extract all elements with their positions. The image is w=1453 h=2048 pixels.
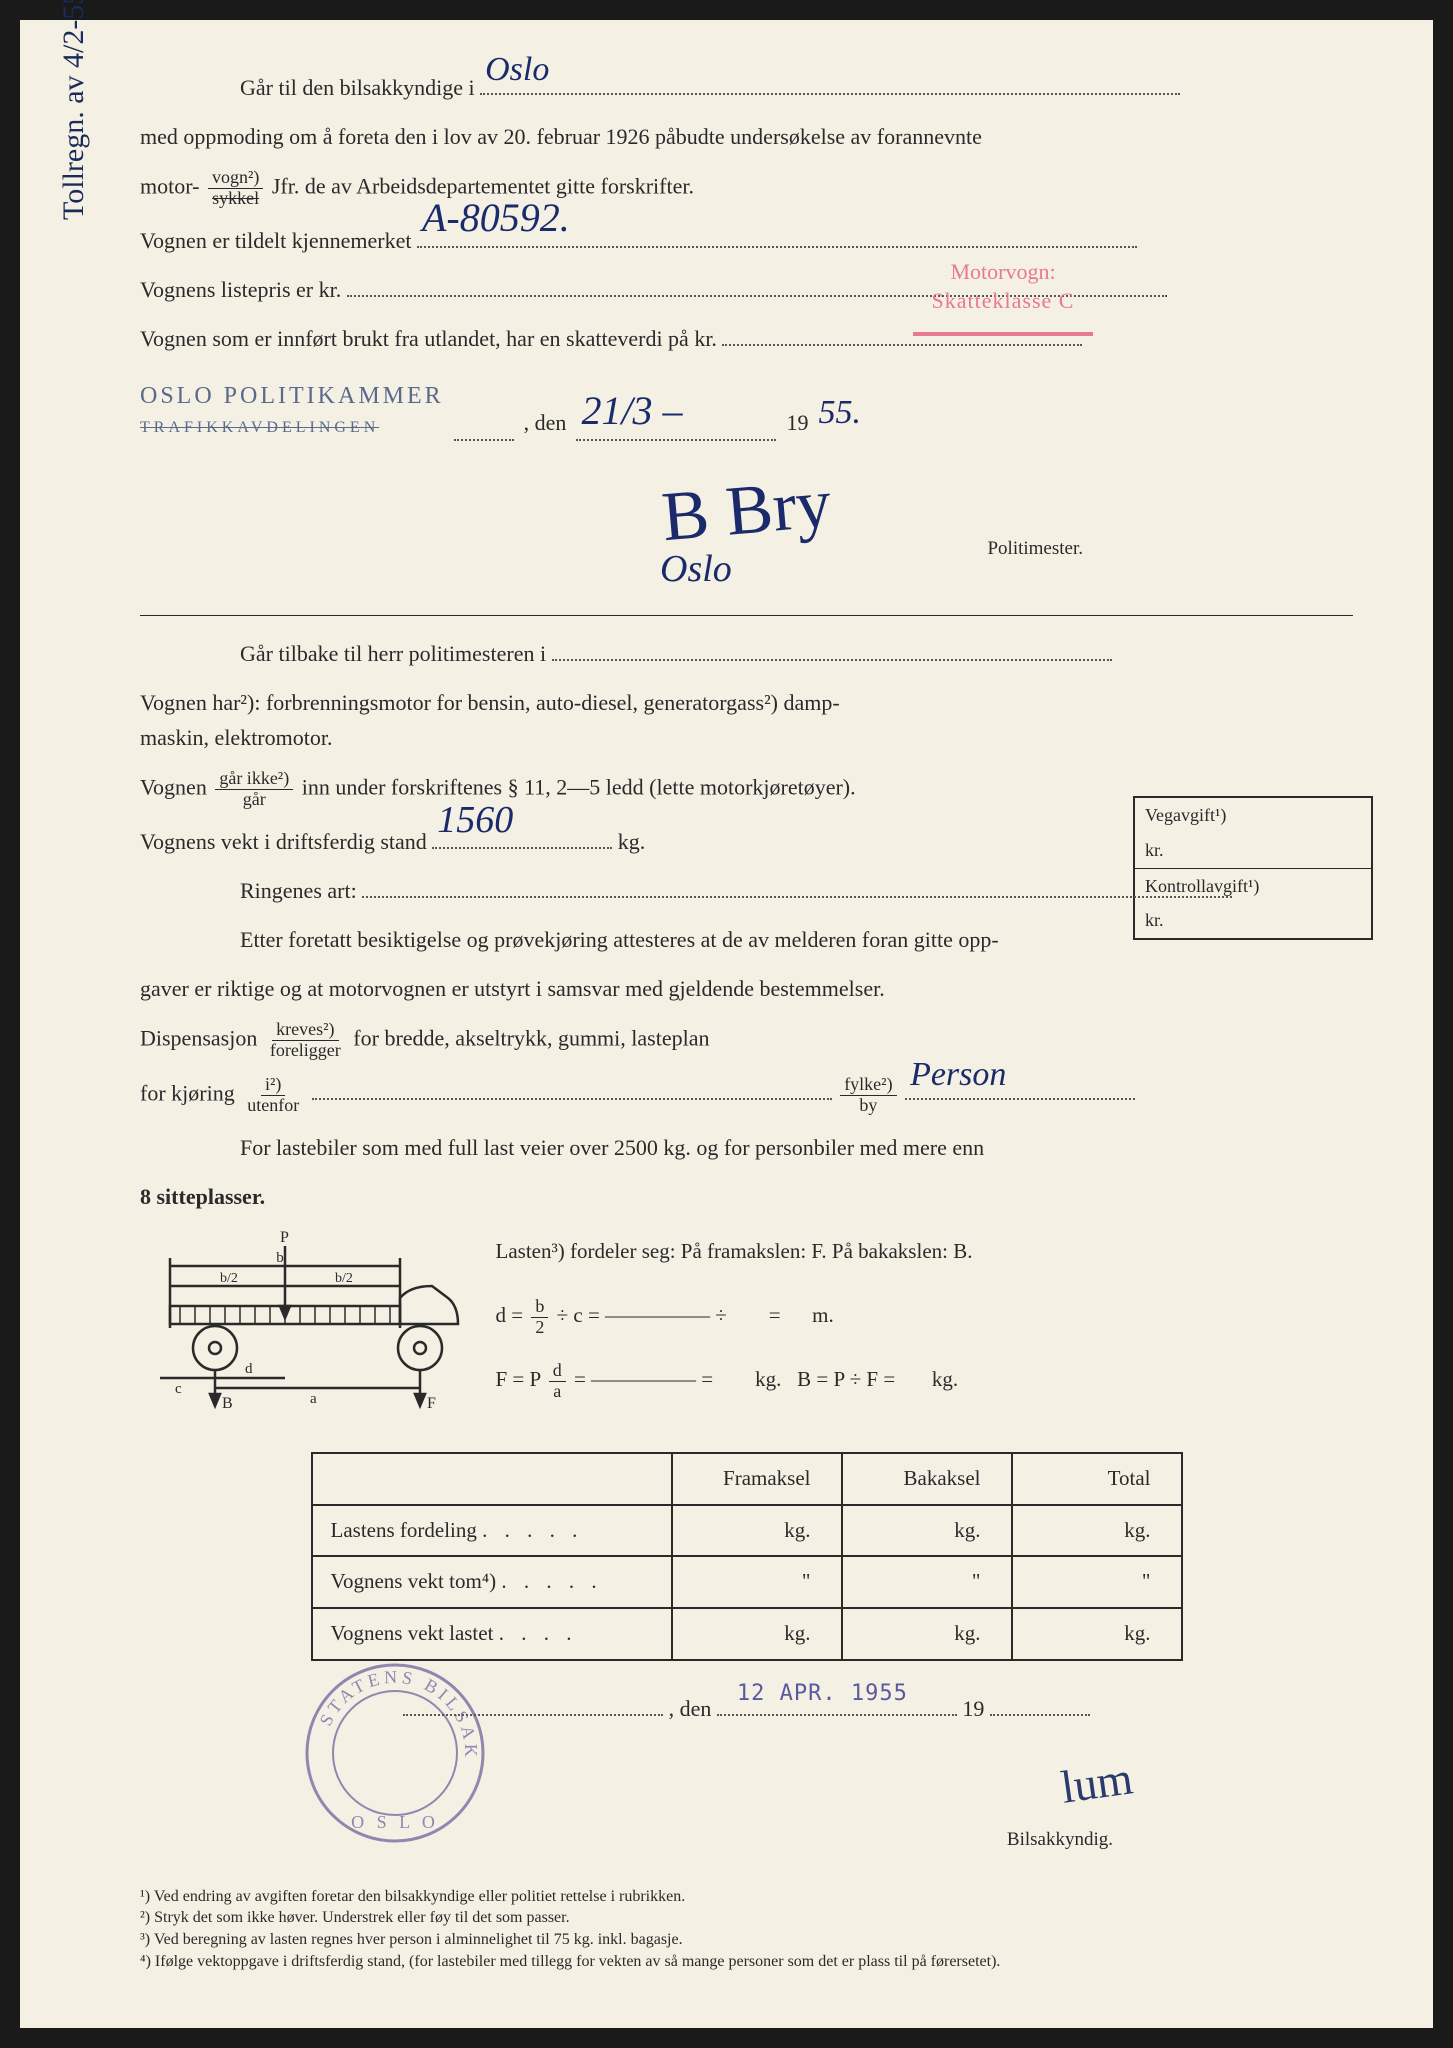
fraction-gar: går ikke²) går — [215, 769, 293, 810]
th-bak: Bakaksel — [842, 1453, 1012, 1505]
formula-column: Lasten³) fordeler seg: På framakslen: F.… — [496, 1228, 1276, 1403]
signature-block-1: B Bry Politimester. Oslo — [140, 455, 1353, 595]
svg-text:F: F — [427, 1395, 436, 1412]
line-listepris: Vognens listepris er kr. — [140, 272, 1353, 307]
line-lorry2: 8 sitteplasser. — [140, 1179, 1353, 1214]
text: Vognens listepris er kr. — [140, 277, 341, 302]
line-kjennemerke: Vognen er tildelt kjennemerket A-80592. — [140, 223, 1353, 258]
weight-table: Framaksel Bakaksel Total Lastens fordeli… — [311, 1452, 1183, 1660]
fraction-vogn-sykkel: vogn²) sykkel — [208, 168, 263, 209]
stamp-line2: Skatteklasse C — [913, 287, 1093, 316]
truck-diagram: P b b/2 b/2 — [140, 1228, 470, 1428]
fraction-i-utenfor: i²) utenfor — [243, 1075, 303, 1116]
table-row: Lastens fordeling . . . . . kg. kg. kg. — [312, 1505, 1182, 1557]
margin-handwriting: Tollregn. av 4/2-55 forevist. — [50, 0, 98, 220]
text: , den — [524, 405, 567, 440]
footnote-4: ⁴) Ifølge vektoppgave i driftsferdig sta… — [140, 1951, 1353, 1973]
role-label: Politimester. — [987, 534, 1083, 564]
fee-box: Vegavgift¹) kr. Kontrollavgift¹) kr. — [1133, 796, 1373, 940]
svg-text:O S L O: O S L O — [351, 1812, 439, 1832]
line-motor-type: Vognen har²): forbrenningsmotor for bens… — [140, 685, 1040, 755]
svg-text:b: b — [276, 1250, 284, 1266]
line-request: med oppmoding om å foreta den i lov av 2… — [140, 119, 1353, 154]
politi-stamp: OSLO POLITIKAMMER TRAFIKKAVDELINGEN — [140, 377, 444, 441]
line-forskrift: Vognen går ikke²) går inn under forskrif… — [140, 769, 1353, 810]
line-motor: motor- vogn²) sykkel Jfr. de av Arbeidsd… — [140, 168, 1353, 209]
line-place-date: OSLO POLITIKAMMER TRAFIKKAVDELINGEN , de… — [140, 377, 1353, 441]
text: motor- — [140, 174, 199, 199]
formula-2: F = P da = ————— = kg. B = P ÷ F = kg. — [496, 1356, 1276, 1402]
svg-text:B: B — [222, 1395, 233, 1412]
line-ring: Ringenes art: — [140, 873, 1353, 908]
fill-year: 55. — [818, 386, 861, 440]
line-kjoring: for kjøring i²) utenfor fylke²) by Perso… — [140, 1075, 1353, 1116]
svg-text:b/2: b/2 — [335, 1271, 353, 1286]
signature-2: lum — [1057, 1741, 1138, 1824]
svg-text:c: c — [175, 1381, 182, 1397]
formula-1: d = b2 ÷ c = ————— ÷ = m. — [496, 1292, 1276, 1338]
fraction-fylke-by: fylke²) by — [840, 1075, 896, 1116]
footnote-3: ³) Ved beregning av lasten regnes hver p… — [140, 1929, 1353, 1951]
line-vekt: Vognens vekt i driftsferdig stand 1560 k… — [140, 824, 1353, 859]
document-page: Tollregn. av 4/2-55 forevist. Går til de… — [20, 20, 1433, 2028]
line-lorry1: For lastebiler som med full last veier o… — [140, 1130, 1353, 1165]
svg-text:b/2: b/2 — [220, 1271, 238, 1286]
role-label-2: Bilsakkyndig. — [140, 1825, 1133, 1855]
fill-weight: 1560 — [437, 790, 513, 851]
text: 19 — [786, 405, 808, 440]
table-header-row: Framaksel Bakaksel Total — [312, 1453, 1182, 1505]
line-attest2: gaver er riktige og at motorvognen er ut… — [140, 971, 1353, 1006]
fill-plate: A-80592. — [422, 186, 570, 250]
fill-fylke: Person — [910, 1048, 1006, 1102]
line-attest1: Etter foretatt besiktigelse og prøvekjør… — [140, 922, 1353, 957]
formula-header: Lasten³) fordeler seg: På framakslen: F.… — [496, 1228, 1276, 1274]
footnotes: ¹) Ved endring av avgiften foretar den b… — [140, 1886, 1353, 1972]
footnote-2: ²) Stryk det som ikke høver. Understrek … — [140, 1907, 1353, 1929]
text: Vognen er tildelt kjennemerket — [140, 228, 411, 253]
text: Går tilbake til herr politimesteren i — [240, 641, 546, 666]
svg-text:d: d — [245, 1361, 253, 1377]
line-recipient: Går til den bilsakkyndige i Oslo — [140, 70, 1353, 105]
svg-text:P: P — [280, 1229, 289, 1246]
round-stamp: STATENS BILSAKK O S L O — [300, 1658, 490, 1858]
diagram-row: P b b/2 b/2 — [140, 1228, 1353, 1428]
th-blank — [312, 1453, 672, 1505]
table-row: Vognens vekt tom⁴) . . . . . " " " — [312, 1556, 1182, 1608]
divider-1 — [140, 615, 1353, 616]
text: Går til den bilsakkyndige i — [240, 75, 475, 100]
line-skatteverdi: Vognen som er innført brukt fra utlandet… — [140, 321, 1353, 356]
fraction-kreves: kreves²) foreligger — [266, 1020, 345, 1061]
text: Vognen som er innført brukt fra utlandet… — [140, 326, 717, 351]
table-row: Vognens vekt lastet . . . . kg. kg. kg. — [312, 1608, 1182, 1660]
date-stamp: 12 APR. 1955 — [737, 1676, 908, 1711]
th-fram: Framaksel — [672, 1453, 842, 1505]
line-dispensasjon: Dispensasjon kreves²) foreligger for bre… — [140, 1020, 1353, 1061]
fill-city: Oslo — [485, 43, 549, 97]
stamp-line1: Motorvogn: — [913, 258, 1093, 287]
hw-oslo: Oslo — [660, 539, 732, 600]
svg-text:a: a — [310, 1391, 317, 1407]
footnote-1: ¹) Ved endring av avgiften foretar den b… — [140, 1886, 1353, 1908]
th-total: Total — [1012, 1453, 1182, 1505]
fill-date: 21/3 – — [581, 379, 682, 443]
line-return: Går tilbake til herr politimesteren i — [140, 636, 1353, 671]
